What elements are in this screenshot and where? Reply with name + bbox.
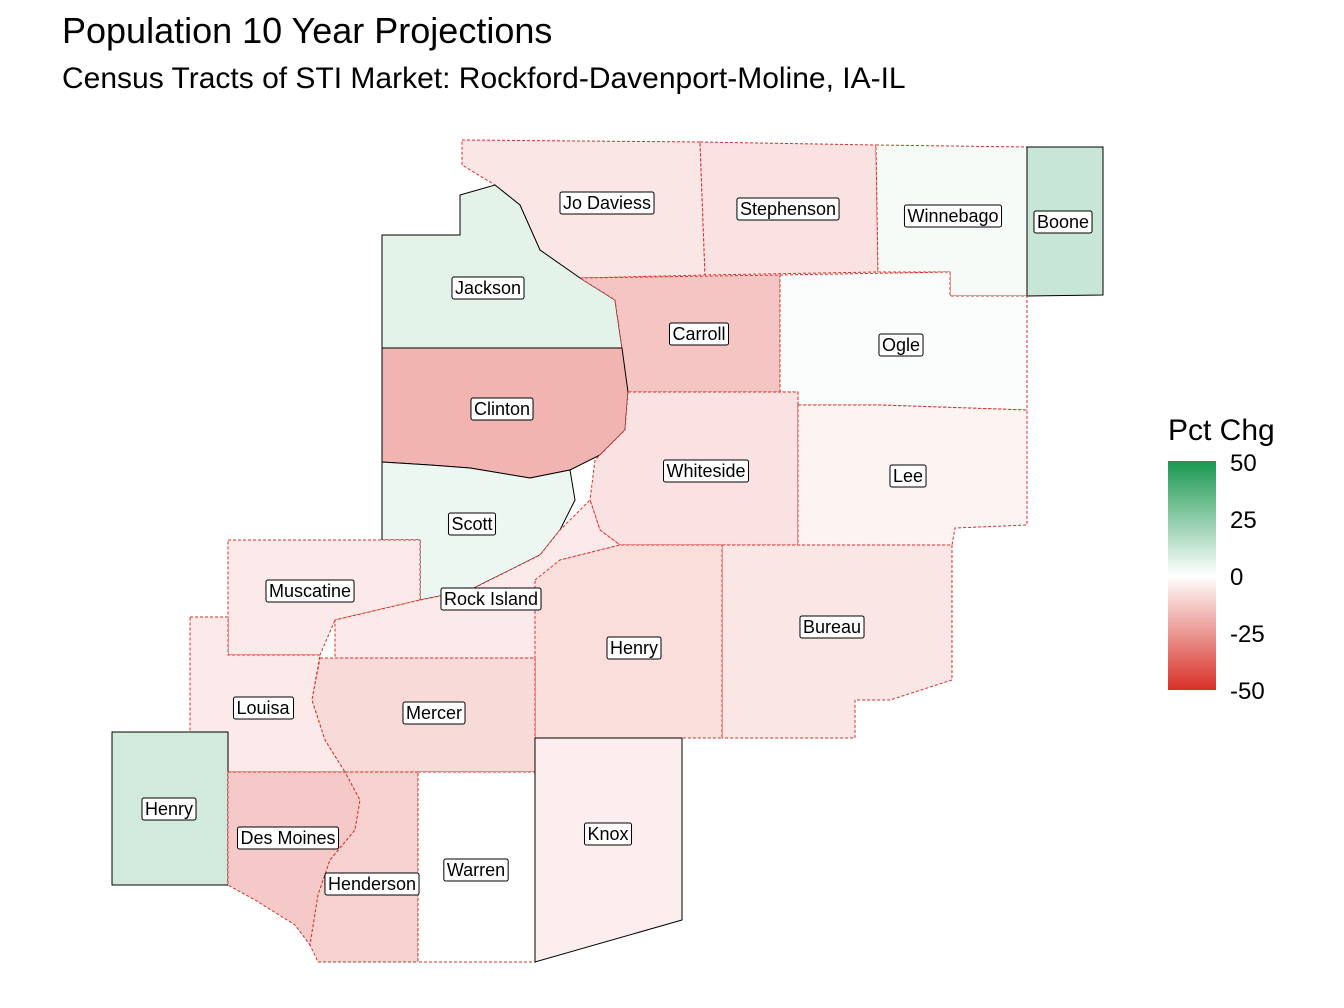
county-label: Clinton [470,397,534,421]
county-label-text: Henry [145,799,193,819]
legend-color-bar [1168,461,1216,690]
county-label: Muscatine [265,579,355,603]
county-label-box [559,191,655,215]
county-label-text: Des Moines [240,828,335,848]
county-label-text: Bureau [803,617,861,637]
county-labels: Jo Daviess Stephenson Winnebago Boone Jackso… [141,191,1093,896]
county-label-text: Henderson [328,874,416,894]
county-label-box [451,276,525,300]
county-label: Knox [583,822,633,846]
county-label: Whiteside [662,459,750,483]
county-label: Henderson [324,872,420,896]
county-label-box [1033,210,1093,234]
county-label-text: Winnebago [907,206,998,226]
county-bureau [721,544,953,739]
county-label: Winnebago [903,204,1003,228]
county-label-text: Jackson [455,278,521,298]
county-label: Mercer [402,701,466,725]
county-label-text: Jo Daviess [563,193,651,213]
county-label: Jackson [451,276,525,300]
legend-tick: -50 [1230,678,1265,705]
county-label: Rock Island [440,587,542,611]
county-label: Scott [447,512,497,536]
county-label-text: Clinton [474,399,530,419]
county-label-text: Carroll [672,324,725,344]
county-label-text: Stephenson [740,199,836,219]
county-label: Stephenson [736,197,840,221]
county-label: Bureau [799,615,865,639]
county-label-box [470,397,534,421]
legend-tick: 50 [1230,450,1257,477]
map-title: Population 10 Year Projections [62,10,553,51]
legend-tick: -25 [1230,621,1265,648]
county-label-box [903,204,1003,228]
county-label-text: Ogle [882,335,920,355]
county-label-box [447,512,497,536]
county-label-text: Louisa [236,698,290,718]
county-label-box [265,579,355,603]
county-label-box [141,797,197,821]
county-label-box [878,333,924,357]
county-label-text: Whiteside [666,461,745,481]
legend-tick: 0 [1230,564,1244,591]
county-label: Henry [606,636,662,660]
county-label-box [606,636,662,660]
legend-tick: 25 [1230,507,1257,534]
county-label-text: Warren [447,860,505,880]
county-label: Henry [141,797,197,821]
county-label: Boone [1033,210,1093,234]
county-label-text: Lee [893,466,923,486]
county-label-box [443,858,509,882]
county-label-text: Rock Island [444,589,538,609]
county-label: Des Moines [236,826,340,850]
county-label-text: Boone [1037,212,1089,232]
county-label-box [889,464,927,488]
county-label-text: Henry [610,638,658,658]
county-label-box [662,459,750,483]
county-label: Jo Daviess [559,191,655,215]
county-label-text: Mercer [406,703,462,723]
county-label-text: Scott [451,514,492,534]
county-label-box [668,322,730,346]
county-label: Warren [443,858,509,882]
county-knox [534,737,683,963]
county-label: Louisa [232,696,295,720]
county-label-box [799,615,865,639]
county-label: Lee [889,464,927,488]
legend-title: Pct Chg [1168,414,1275,447]
county-label-box [324,872,420,896]
county-label-text: Knox [587,824,628,844]
county-label-box [583,822,633,846]
county-label-box [736,197,840,221]
county-label-box [440,587,542,611]
county-label-box [232,696,295,720]
county-label: Ogle [878,333,924,357]
county-label: Carroll [668,322,730,346]
map-subtitle: Census Tracts of STI Market: Rockford-Da… [62,62,906,95]
county-label-text: Muscatine [269,581,351,601]
county-label-box [402,701,466,725]
county-label-box [236,826,340,850]
